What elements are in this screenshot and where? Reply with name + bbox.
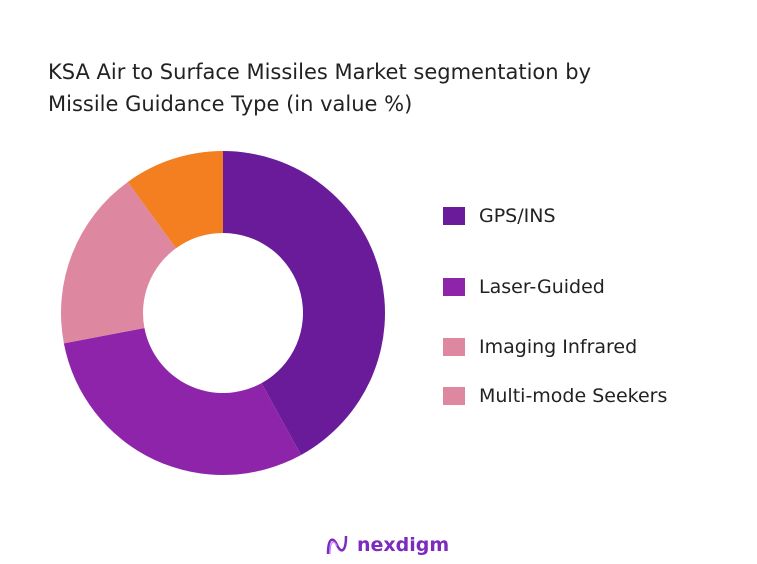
- legend-swatch: [443, 278, 465, 296]
- slice-multi-mode-seekers: [127, 151, 223, 249]
- slice-laser-guided: [63, 327, 302, 475]
- legend-swatch: [443, 338, 465, 356]
- legend-swatch: [443, 207, 465, 225]
- brand-name: nexdigm: [357, 534, 450, 556]
- legend-label: Multi-mode Seekers: [479, 385, 668, 407]
- legend-label: Imaging Infrared: [479, 336, 638, 358]
- nexdigm-logo-icon: [326, 535, 348, 555]
- legend-item: Imaging Infrared: [443, 336, 637, 358]
- title-line-1: KSA Air to Surface Missiles Market segme…: [48, 60, 592, 84]
- legend-label: Laser-Guided: [479, 276, 605, 298]
- legend-label: GPS/INS: [479, 205, 556, 227]
- legend-item: Multi-mode Seekers: [443, 385, 667, 407]
- slice-gps-ins: [223, 151, 385, 455]
- slice-imaging-infrared: [61, 181, 176, 344]
- title-line-2: Missile Guidance Type (in value %): [48, 92, 413, 116]
- legend-item: GPS/INS: [443, 205, 556, 227]
- legend-item: Laser-Guided: [443, 276, 605, 298]
- chart-title: KSA Air to Surface Missiles Market segme…: [48, 56, 728, 120]
- legend-swatch: [443, 387, 465, 405]
- brand-logo: nexdigm: [325, 533, 449, 557]
